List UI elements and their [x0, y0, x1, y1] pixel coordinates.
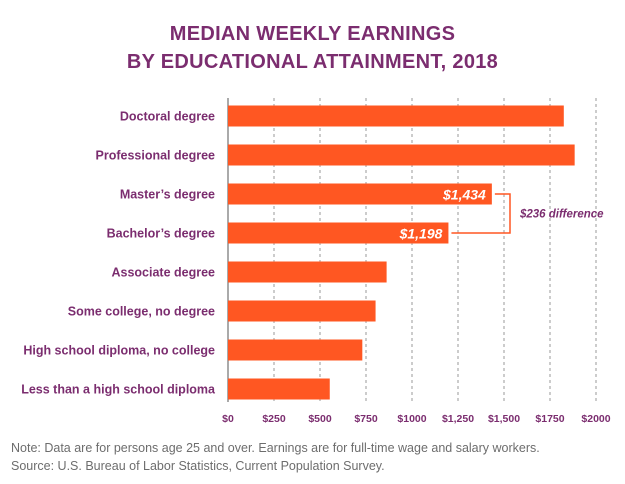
bar	[228, 378, 330, 400]
x-tick-label: $250	[262, 413, 286, 425]
x-tick-label: $1,250	[442, 413, 474, 425]
category-label: Professional degree	[96, 149, 216, 163]
x-tick-label: $750	[354, 413, 378, 425]
category-labels: Doctoral degree Professional degree Master…	[21, 110, 216, 397]
x-tick-label: $500	[308, 413, 332, 425]
bar	[228, 261, 387, 283]
bar	[228, 144, 575, 166]
chart-title-line-1: MEDIAN WEEKLY EARNINGS	[169, 23, 456, 45]
category-label: Associate degree	[111, 266, 215, 280]
bar-value-label: $1,198	[399, 226, 443, 242]
bar	[228, 105, 564, 127]
x-tick-label: $2000	[581, 413, 610, 425]
bar	[228, 300, 376, 322]
x-tick-label: $0	[222, 413, 234, 425]
x-tick-label: $1750	[535, 413, 564, 425]
bars: $1,434 $1,198	[228, 105, 575, 400]
category-label: Master’s degree	[120, 188, 215, 202]
difference-annotation: $236 difference	[451, 193, 604, 234]
category-label: High school diploma, no college	[23, 344, 215, 358]
difference-bracket	[451, 193, 511, 234]
x-tick-labels: $0 $250 $500 $750 $1000 $1,250 $1,500 $1750 $200…	[222, 413, 611, 425]
category-label: Doctoral degree	[120, 110, 215, 124]
x-tick-label: $1,500	[488, 413, 520, 425]
footnote: Note: Data are for persons age 25 and ov…	[11, 441, 540, 455]
source-note: Source: U.S. Bureau of Labor Statistics,…	[11, 459, 385, 473]
category-label: Less than a high school diploma	[21, 383, 216, 397]
bar-value-label: $1,434	[442, 187, 486, 203]
bar	[228, 222, 449, 244]
bar	[228, 183, 492, 205]
x-tick-label: $1000	[397, 413, 426, 425]
category-label: Bachelor’s degree	[107, 227, 215, 241]
category-label: Some college, no degree	[68, 305, 215, 319]
bar	[228, 339, 363, 361]
chart-title-line-2: BY EDUCATIONAL ATTAINMENT, 2018	[126, 51, 499, 73]
difference-label: $236 difference	[519, 209, 604, 221]
